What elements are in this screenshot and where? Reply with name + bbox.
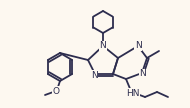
Text: N: N [91,71,97,79]
Text: O: O [52,87,59,95]
Text: HN: HN [126,88,140,98]
Text: N: N [135,41,141,51]
Text: N: N [100,41,106,51]
Text: N: N [140,70,146,79]
